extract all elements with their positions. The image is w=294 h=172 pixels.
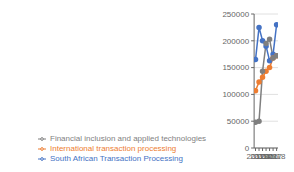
svg-text:0: 0 (245, 144, 250, 153)
svg-text:150000: 150000 (222, 63, 249, 72)
html-text:South African Transaction Proc: South African Transaction Processing (50, 154, 183, 163)
svg-text:250000: 250000 (222, 10, 249, 19)
html-text:Financial inclusion and applie: Financial inclusion and applied technolo… (50, 134, 207, 143)
svg-text:200000: 200000 (222, 37, 249, 46)
svg-text:100000: 100000 (222, 90, 249, 99)
svg-text:2018: 2018 (268, 152, 286, 161)
svg-text:50000: 50000 (227, 117, 250, 126)
html-text:International transaction proc: International transaction processing (50, 144, 177, 153)
